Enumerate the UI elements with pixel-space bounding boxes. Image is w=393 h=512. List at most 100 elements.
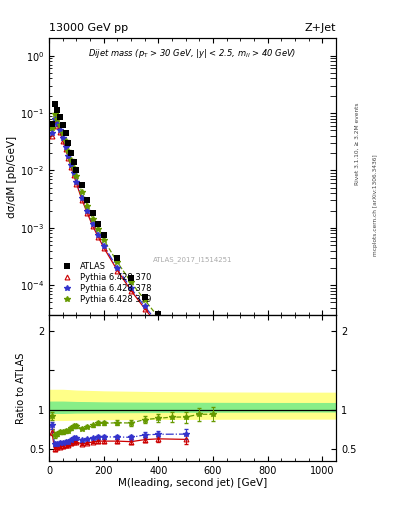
ATLAS xyxy=(52,101,57,107)
Pythia 6.428 370 xyxy=(142,306,147,312)
ATLAS xyxy=(74,167,79,174)
ATLAS xyxy=(79,182,84,188)
Pythia 6.428 379 xyxy=(69,157,73,163)
Pythia 6.428 379 xyxy=(79,189,84,196)
Pythia 6.428 370 xyxy=(66,155,71,161)
Pythia 6.428 378 xyxy=(61,135,65,141)
Pythia 6.428 370 xyxy=(184,354,188,360)
Pythia 6.428 378 xyxy=(96,232,101,238)
Pythia 6.428 378 xyxy=(66,153,71,159)
Pythia 6.428 378 xyxy=(90,221,95,227)
ATLAS xyxy=(58,114,62,120)
Pythia 6.428 370 xyxy=(50,133,54,139)
ATLAS xyxy=(66,140,71,146)
ATLAS xyxy=(320,408,325,414)
Pythia 6.428 370 xyxy=(211,383,215,390)
Pythia 6.428 370 xyxy=(52,118,57,124)
Text: Dijet mass ($p_\mathrm{T}$ > 30 GeV, |y| < 2.5, $m_{ll}$ > 40 GeV): Dijet mass ($p_\mathrm{T}$ > 30 GeV, |y|… xyxy=(88,47,297,60)
Pythia 6.428 370 xyxy=(79,197,84,203)
Pythia 6.428 378 xyxy=(63,143,68,150)
ATLAS xyxy=(61,122,65,128)
X-axis label: M(leading, second jet) [GeV]: M(leading, second jet) [GeV] xyxy=(118,478,267,488)
ATLAS xyxy=(55,106,60,113)
Pythia 6.428 379 xyxy=(55,116,60,122)
Y-axis label: dσ/dM [pb/GeV]: dσ/dM [pb/GeV] xyxy=(7,136,17,218)
ATLAS xyxy=(101,232,106,238)
Pythia 6.428 379 xyxy=(184,345,188,351)
ATLAS xyxy=(129,274,134,281)
ATLAS xyxy=(238,397,243,403)
Pythia 6.428 370 xyxy=(156,323,161,329)
Line: Pythia 6.428 379: Pythia 6.428 379 xyxy=(49,112,298,445)
Pythia 6.428 378 xyxy=(50,130,54,136)
Pythia 6.428 370 xyxy=(58,130,62,136)
Pythia 6.428 370 xyxy=(238,408,243,414)
Pythia 6.428 379 xyxy=(90,216,95,222)
Pythia 6.428 379 xyxy=(66,147,71,154)
ATLAS xyxy=(85,197,90,203)
Pythia 6.428 378 xyxy=(101,243,106,249)
Line: Pythia 6.428 370: Pythia 6.428 370 xyxy=(50,119,325,463)
ATLAS xyxy=(265,420,270,426)
Pythia 6.428 379 xyxy=(129,279,134,285)
Pythia 6.428 379 xyxy=(85,203,90,209)
Pythia 6.428 379 xyxy=(293,439,298,445)
Pythia 6.428 370 xyxy=(101,245,106,251)
Pythia 6.428 378 xyxy=(320,460,325,466)
Pythia 6.428 379 xyxy=(156,314,161,321)
Pythia 6.428 370 xyxy=(265,431,270,437)
ATLAS xyxy=(156,311,161,317)
Pythia 6.428 379 xyxy=(115,259,120,265)
Text: Z+Jet: Z+Jet xyxy=(305,23,336,33)
Pythia 6.428 378 xyxy=(52,116,57,122)
Pythia 6.428 378 xyxy=(69,162,73,168)
Pythia 6.428 379 xyxy=(63,138,68,144)
Pythia 6.428 370 xyxy=(115,267,120,273)
Pythia 6.428 370 xyxy=(74,181,79,187)
Pythia 6.428 379 xyxy=(52,111,57,117)
Pythia 6.428 378 xyxy=(265,428,270,434)
Pythia 6.428 378 xyxy=(184,351,188,357)
Pythia 6.428 378 xyxy=(115,265,120,271)
Pythia 6.428 378 xyxy=(55,121,60,127)
Pythia 6.428 378 xyxy=(58,127,62,134)
Pythia 6.428 370 xyxy=(85,210,90,217)
Pythia 6.428 370 xyxy=(96,234,101,240)
Text: Rivet 3.1.10, ≥ 3.2M events: Rivet 3.1.10, ≥ 3.2M events xyxy=(355,102,360,185)
Pythia 6.428 378 xyxy=(156,321,161,327)
Pythia 6.428 379 xyxy=(96,226,101,232)
ATLAS xyxy=(50,121,54,127)
ATLAS xyxy=(115,254,120,261)
Pythia 6.428 370 xyxy=(55,123,60,129)
Pythia 6.428 378 xyxy=(72,170,76,176)
Pythia 6.428 370 xyxy=(90,223,95,229)
Pythia 6.428 379 xyxy=(50,125,54,131)
Pythia 6.428 378 xyxy=(85,208,90,215)
ATLAS xyxy=(72,159,76,165)
Pythia 6.428 370 xyxy=(293,451,298,457)
Pythia 6.428 379 xyxy=(265,420,270,426)
Line: Pythia 6.428 378: Pythia 6.428 378 xyxy=(49,116,325,465)
Pythia 6.428 379 xyxy=(72,165,76,171)
ATLAS xyxy=(184,342,188,348)
ATLAS xyxy=(142,293,147,300)
Pythia 6.428 379 xyxy=(61,131,65,137)
Pythia 6.428 378 xyxy=(238,404,243,411)
Pythia 6.428 379 xyxy=(74,173,79,179)
Pythia 6.428 379 xyxy=(142,297,147,303)
Line: ATLAS: ATLAS xyxy=(49,101,325,426)
Pythia 6.428 370 xyxy=(61,138,65,144)
Y-axis label: Ratio to ATLAS: Ratio to ATLAS xyxy=(16,352,26,423)
Pythia 6.428 370 xyxy=(129,288,134,294)
Pythia 6.428 379 xyxy=(211,374,215,380)
Pythia 6.428 370 xyxy=(69,164,73,170)
Text: ATLAS_2017_I1514251: ATLAS_2017_I1514251 xyxy=(153,257,232,263)
Text: mcplots.cern.ch [arXiv:1306.3436]: mcplots.cern.ch [arXiv:1306.3436] xyxy=(373,154,378,255)
Pythia 6.428 378 xyxy=(74,179,79,185)
Pythia 6.428 378 xyxy=(293,447,298,454)
Pythia 6.428 378 xyxy=(79,195,84,201)
Pythia 6.428 379 xyxy=(101,237,106,243)
ATLAS xyxy=(69,150,73,156)
Pythia 6.428 379 xyxy=(58,122,62,129)
Pythia 6.428 378 xyxy=(129,285,134,291)
